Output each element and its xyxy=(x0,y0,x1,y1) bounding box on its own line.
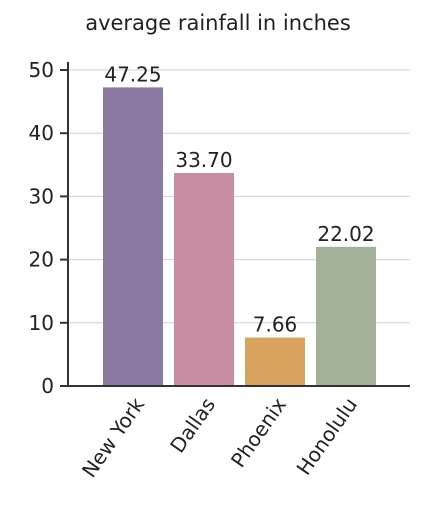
y-tick-label-50: 50 xyxy=(29,58,54,82)
y-tick-label-0: 0 xyxy=(41,374,54,398)
y-tick-label-10: 10 xyxy=(29,311,54,335)
data-label-dallas: 33.70 xyxy=(175,148,232,172)
data-label-phoenix: 7.66 xyxy=(253,313,298,337)
bar-layer xyxy=(103,87,376,386)
bar-new-york xyxy=(103,87,163,386)
x-tick-label-new-york: New York xyxy=(77,393,149,482)
x-tick-label-honolulu: Honolulu xyxy=(292,393,363,479)
bar-dallas xyxy=(174,173,234,386)
chart-title: average rainfall in inches xyxy=(85,11,351,35)
bar-phoenix xyxy=(245,337,305,386)
x-tick-label-phoenix: Phoenix xyxy=(226,393,291,472)
y-tick-label-20: 20 xyxy=(29,248,54,272)
data-label-new-york: 47.25 xyxy=(104,62,161,86)
bar-honolulu xyxy=(316,246,376,386)
axis-layer xyxy=(60,62,410,387)
y-tick-label-40: 40 xyxy=(29,121,54,145)
data-label-honolulu: 22.02 xyxy=(317,222,374,246)
y-tick-label-30: 30 xyxy=(29,184,54,208)
x-tick-label-dallas: Dallas xyxy=(165,393,220,457)
